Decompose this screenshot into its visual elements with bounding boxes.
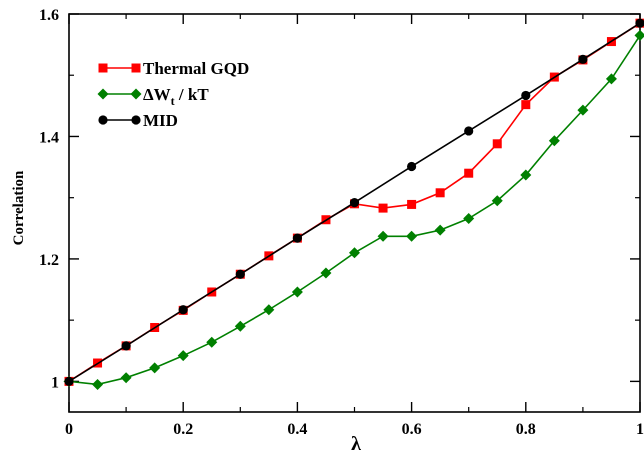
y-tick-label: 1	[51, 374, 59, 391]
data-point	[548, 135, 560, 147]
data-point	[578, 54, 588, 64]
data-point	[407, 161, 417, 172]
data-point	[378, 203, 388, 213]
data-point	[521, 90, 531, 101]
data-point	[605, 73, 617, 85]
legend-marker-start	[98, 63, 108, 73]
legend-marker-start	[97, 88, 109, 100]
series-diamond	[63, 29, 644, 390]
y-axis-title: Correlation	[11, 170, 27, 245]
data-point	[464, 126, 474, 136]
data-point	[263, 304, 275, 316]
data-point	[177, 350, 189, 362]
x-tick-label: 0.8	[516, 421, 536, 438]
data-point	[178, 305, 188, 315]
x-tick-label: 0.2	[173, 421, 193, 438]
legend: Thermal GQD ΔWt / kT MID	[97, 59, 249, 130]
data-point	[463, 213, 475, 225]
x-tick-label: 0.6	[402, 421, 422, 438]
data-point	[149, 362, 161, 374]
legend-label: ΔWt / kT	[143, 85, 209, 108]
y-tick-label: 1.4	[39, 129, 59, 146]
data-point	[521, 100, 531, 110]
data-point	[320, 267, 332, 279]
data-point	[406, 230, 418, 242]
data-point	[92, 378, 104, 390]
series-layer	[63, 18, 644, 390]
data-point	[577, 104, 589, 116]
x-axis: 0 0.2 0.4 0.6 0.8 1	[65, 14, 644, 438]
legend-item: Thermal GQD	[98, 59, 249, 78]
series-circle	[64, 18, 644, 386]
data-point	[464, 168, 474, 178]
data-point	[349, 247, 360, 259]
y-tick-label: 1.6	[39, 7, 59, 24]
data-point	[120, 372, 132, 384]
x-tick-label: 0.4	[287, 421, 307, 438]
legend-marker-end	[130, 88, 142, 100]
data-point	[491, 195, 503, 207]
legend-label: MID	[143, 111, 178, 130]
data-point	[635, 18, 644, 28]
data-point	[520, 169, 532, 181]
data-point	[434, 224, 446, 236]
data-point	[206, 336, 218, 348]
y-axis: 1 1.2 1.4 1.6	[39, 7, 640, 391]
data-point	[291, 286, 303, 298]
legend-item: ΔWt / kT	[97, 85, 209, 108]
data-point	[492, 139, 502, 149]
legend-marker-end	[131, 63, 141, 73]
data-point	[235, 269, 245, 279]
x-tick-label: 0	[65, 421, 73, 438]
data-point	[349, 197, 360, 208]
data-point	[121, 341, 131, 351]
legend-item: MID	[98, 111, 178, 130]
legend-label: Thermal GQD	[143, 59, 249, 78]
data-point	[377, 230, 389, 242]
data-point	[435, 188, 445, 198]
legend-marker-end	[131, 115, 141, 125]
data-point	[634, 29, 644, 41]
legend-marker-start	[98, 115, 108, 125]
data-point	[64, 376, 74, 386]
data-point	[292, 233, 302, 243]
data-point	[407, 199, 417, 209]
y-tick-label: 1.2	[39, 252, 59, 269]
x-tick-label: 1	[636, 421, 644, 438]
x-axis-title: λ	[351, 433, 361, 455]
data-point	[234, 320, 246, 332]
